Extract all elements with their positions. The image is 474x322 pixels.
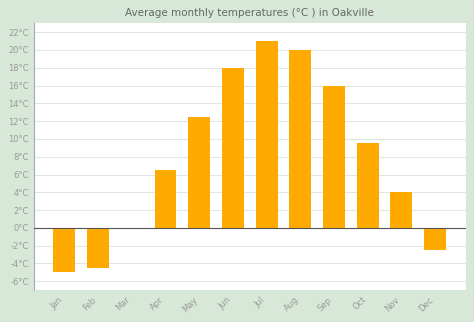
Bar: [222, 68, 244, 228]
Bar: [87, 228, 109, 268]
Bar: [391, 192, 412, 228]
Bar: [357, 143, 379, 228]
Bar: [255, 41, 278, 228]
Bar: [323, 86, 345, 228]
Bar: [188, 117, 210, 228]
Title: Average monthly temperatures (°C ) in Oakville: Average monthly temperatures (°C ) in Oa…: [125, 8, 374, 18]
Bar: [424, 228, 446, 250]
Bar: [155, 170, 176, 228]
Bar: [54, 228, 75, 272]
Bar: [289, 50, 311, 228]
